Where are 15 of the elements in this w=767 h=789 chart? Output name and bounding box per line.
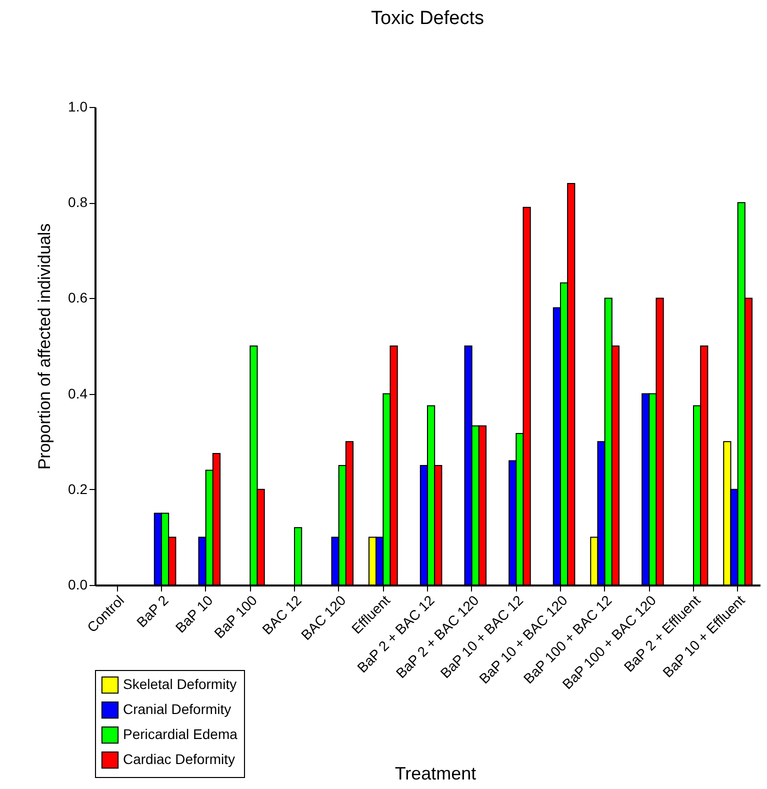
legend-label: Cardiac Deformity	[123, 751, 236, 767]
legend-label: Skeletal Deformity	[123, 676, 237, 692]
y-tick-label: 0.4	[68, 385, 88, 402]
legend-label: Cranial Deformity	[123, 701, 232, 717]
y-tick-label: 0.6	[68, 290, 88, 306]
x-tick-label: BaP 2	[133, 592, 172, 630]
y-axis-title: Proportion of affected individuals	[35, 223, 54, 470]
y-tick-label: 0.0	[68, 576, 88, 592]
y-tick-label: 0.8	[68, 194, 88, 210]
legend-label: Pericardial Edema	[123, 726, 238, 742]
y-tick-label: 0.2	[68, 480, 88, 497]
y-tick-label: 1.0	[68, 98, 88, 114]
x-tick-label: BaP 100	[210, 592, 260, 642]
x-axis-title: Treatment	[394, 764, 476, 784]
chart-title: Toxic Defects	[371, 8, 484, 29]
